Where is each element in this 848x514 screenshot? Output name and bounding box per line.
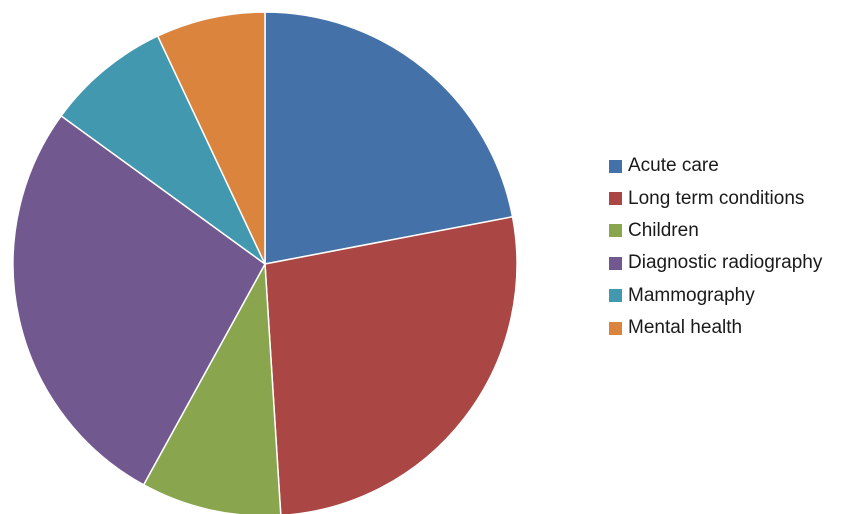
legend-swatch-children [609, 224, 622, 238]
legend-label-children: Children [628, 219, 699, 241]
legend-swatch-diagnostic-radiography [609, 256, 622, 270]
legend-label-diagnostic-radiography: Diagnostic radiography [628, 252, 823, 274]
legend-label-acute-care: Acute care [628, 155, 719, 177]
pie-slice-acute-care [264, 11, 514, 265]
pie-slice-mammography [60, 34, 266, 265]
legend-label-long-term-conditions: Long term conditions [628, 187, 805, 209]
legend-swatch-acute-care [609, 159, 622, 173]
pie-slice-long-term-conditions [264, 215, 518, 514]
legend-label-mental-health: Mental health [628, 317, 743, 339]
legend-swatch-mammography [609, 289, 622, 303]
legend-swatch-mental-health [609, 321, 622, 335]
legend-item-acute-care: Acute care [609, 150, 822, 182]
pie-slice-children [142, 261, 282, 514]
pie-slice-mental-health [156, 11, 266, 265]
legend-item-mammography: Mammography [609, 280, 822, 312]
legend-label-mammography: Mammography [628, 284, 755, 306]
chart-legend: Acute care Long term conditions Children Di… [609, 150, 822, 344]
legend-item-long-term-conditions: Long term conditions [609, 182, 822, 214]
legend-item-mental-health: Mental health [609, 312, 822, 344]
legend-swatch-long-term-conditions [609, 192, 622, 206]
legend-item-diagnostic-radiography: Diagnostic radiography [609, 247, 822, 279]
legend-item-children: Children [609, 215, 822, 247]
pie-slice-diagnostic-radiography [12, 114, 266, 486]
